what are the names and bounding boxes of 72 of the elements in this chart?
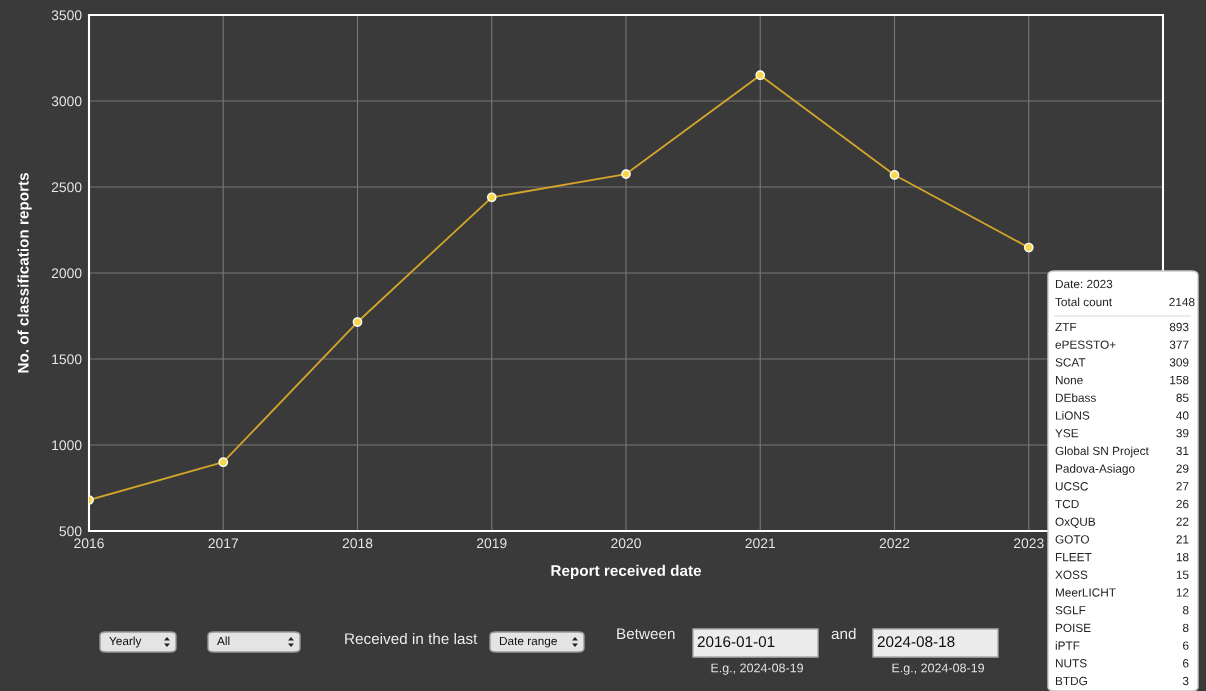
x-tick-label: 2020	[611, 538, 641, 549]
text: 8	[1182, 623, 1189, 633]
text: Between	[617, 628, 675, 640]
text: Received in the last	[345, 632, 478, 645]
x-axis-title: Report received date	[551, 564, 702, 580]
text: 6	[1183, 659, 1189, 668]
y-tick-label: 1000	[52, 440, 82, 451]
y-tick-label: 500	[59, 526, 82, 537]
text: 8	[1182, 606, 1189, 615]
annotation: UCSC	[1055, 482, 1088, 491]
text: 309	[1169, 358, 1189, 367]
text: 377	[1169, 340, 1189, 349]
x-tick-label: 2017	[208, 538, 238, 549]
text: POISE	[1055, 623, 1091, 633]
text: 6	[1183, 641, 1189, 650]
annotation: YSE	[1055, 429, 1079, 438]
annotation: SCAT	[1055, 358, 1086, 367]
x-tick-label: 2022	[879, 538, 910, 549]
text: NUTS	[1055, 659, 1087, 668]
text: 2016-01-01	[697, 636, 775, 648]
text: 26	[1176, 499, 1189, 509]
y-tick-label: 1500	[52, 354, 82, 365]
text: 85	[1176, 393, 1189, 402]
text: 15	[1176, 570, 1189, 579]
x-tick-label: 2021	[745, 538, 776, 549]
text: FLEET	[1055, 553, 1092, 562]
x-tick-label: 2023	[1014, 538, 1044, 549]
text: SGLF	[1055, 606, 1086, 615]
text: BTDG	[1055, 676, 1087, 686]
annotation: Date: 2023	[1055, 279, 1113, 289]
text: 2024-08-18	[877, 636, 955, 648]
annotation: DEbass	[1055, 393, 1096, 402]
annotation: Padova-Asiago	[1055, 464, 1135, 476]
text: 12	[1176, 588, 1189, 597]
text: and	[831, 627, 856, 640]
x-tick-label: 2018	[342, 538, 373, 549]
x-tick-label: 2016	[74, 538, 104, 549]
text: 31	[1176, 446, 1189, 456]
text: 893	[1169, 322, 1189, 332]
text: Date range	[499, 636, 557, 648]
text: 21	[1176, 535, 1189, 544]
annotation: Global SN Project	[1055, 446, 1149, 458]
annotation: Total count	[1055, 297, 1112, 307]
y-tick-label: 2500	[51, 182, 82, 193]
annotation: LiONS	[1055, 411, 1090, 420]
text: 18	[1176, 552, 1189, 562]
y-tick-label: 3500	[51, 10, 82, 21]
text: Yearly	[109, 636, 142, 648]
text: E.g., 2024-08-19	[892, 663, 984, 675]
annotation: TCD	[1055, 499, 1079, 509]
annotation: None	[1055, 376, 1083, 385]
text: 3	[1182, 676, 1189, 686]
annotation: ePESSTO+	[1055, 340, 1116, 349]
text: 22	[1176, 517, 1189, 526]
text: 27	[1176, 482, 1189, 491]
text: XOSS	[1055, 570, 1088, 579]
text: E.g., 2024-08-19	[711, 663, 803, 675]
text: All	[217, 636, 230, 646]
text: MeerLICHT	[1055, 588, 1116, 597]
text: 2148	[1169, 297, 1195, 307]
text: GOTO	[1055, 535, 1089, 544]
text: 158	[1170, 375, 1189, 385]
y-tick-label: 3000	[51, 96, 82, 107]
y-tick-label: 2000	[51, 268, 82, 279]
x-tick-label: 2019	[477, 538, 507, 549]
annotation: OxQUB	[1055, 517, 1096, 528]
annotation: ZTF	[1055, 322, 1077, 332]
text: 29	[1176, 464, 1189, 473]
text: 39	[1176, 429, 1189, 438]
text: iPTF	[1055, 641, 1080, 650]
y-axis-title: No. of classification reports	[17, 173, 32, 373]
text: 40	[1176, 411, 1189, 420]
